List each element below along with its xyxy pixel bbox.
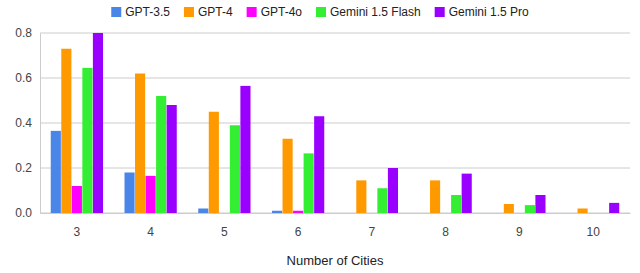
bar	[535, 195, 545, 213]
x-tick: 4	[147, 213, 154, 239]
y-tick: 0.8	[15, 26, 40, 40]
legend-item: GPT-4o	[247, 5, 303, 19]
x-tick-label: 8	[442, 225, 449, 239]
x-axis-line	[41, 213, 631, 214]
bar	[609, 203, 619, 213]
bar	[283, 139, 293, 213]
bar	[198, 209, 208, 214]
grid-line	[40, 33, 630, 34]
bar	[240, 86, 250, 213]
bars	[51, 33, 620, 213]
series	[72, 176, 303, 213]
legend-swatch	[316, 7, 326, 17]
x-axis: 3 4 5 6 7 8 9 10	[41, 213, 631, 239]
legend-item: Gemini 1.5 Pro	[435, 5, 529, 19]
legend-label: GPT-4o	[261, 5, 303, 19]
bar	[388, 168, 398, 213]
x-axis-title: Number of Cities	[287, 253, 384, 268]
bar	[72, 186, 82, 213]
x-tick-label: 4	[147, 225, 154, 239]
bar	[167, 105, 177, 213]
x-tick-label: 5	[221, 225, 228, 239]
grid	[40, 33, 630, 213]
bar	[209, 112, 219, 213]
bar	[156, 96, 166, 213]
series	[82, 68, 535, 213]
bar	[377, 188, 387, 213]
x-tick: 6	[295, 213, 302, 239]
bar	[419, 213, 429, 214]
x-tick-label: 6	[295, 225, 302, 239]
chart: 0.0 0.2 0.4 0.6 0.8 3 4 5 6 7 8 9 10 Number of Cities…	[0, 0, 640, 273]
legend-swatch	[435, 7, 445, 17]
x-tick-label: 3	[74, 225, 81, 239]
y-tick-label: 0.8	[15, 26, 32, 40]
bar	[293, 211, 303, 213]
grid-line	[40, 78, 630, 79]
legend-label: Gemini 1.5 Pro	[449, 5, 529, 19]
x-tick: 9	[516, 213, 523, 239]
x-tick: 8	[442, 213, 449, 239]
bar	[93, 33, 103, 213]
series	[93, 33, 619, 213]
bar	[146, 176, 156, 213]
bar	[304, 153, 314, 213]
x-tick: 10	[586, 213, 600, 239]
y-tick: 0.0	[15, 206, 40, 220]
x-tick: 5	[221, 213, 228, 239]
x-tick-label: 10	[586, 225, 600, 239]
y-tick-label: 0.2	[15, 161, 32, 175]
bar	[462, 174, 472, 213]
x-tick-label: 7	[369, 225, 376, 239]
bar	[124, 173, 134, 214]
legend-item: Gemini 1.5 Flash	[316, 5, 421, 19]
bar	[525, 205, 535, 213]
bar	[588, 213, 598, 214]
series	[61, 49, 587, 213]
legend-label: GPT-3.5	[125, 5, 170, 19]
bar	[430, 180, 440, 213]
bar	[441, 213, 451, 214]
legend-item: GPT-4	[184, 5, 233, 19]
y-tick: 0.6	[15, 71, 40, 85]
bar	[504, 204, 514, 213]
y-tick-label: 0.6	[15, 71, 32, 85]
bar	[346, 213, 356, 214]
bar	[219, 213, 229, 214]
bar	[356, 180, 366, 213]
legend-swatch	[247, 7, 257, 17]
bar	[367, 213, 377, 214]
y-tick-label: 0.0	[15, 206, 32, 220]
legend-label: Gemini 1.5 Flash	[330, 5, 421, 19]
y-tick-label: 0.4	[15, 116, 32, 130]
bar	[493, 213, 503, 214]
bar	[272, 211, 282, 213]
x-tick-label: 9	[516, 225, 523, 239]
y-axis: 0.0 0.2 0.4 0.6 0.8	[15, 26, 40, 220]
legend: GPT-3.5 GPT-4 GPT-4o Gemini 1.5 Flash Gemini…	[111, 5, 529, 19]
grid-line	[40, 123, 630, 124]
bar	[451, 195, 461, 213]
legend-label: GPT-4	[198, 5, 233, 19]
legend-item: GPT-3.5	[111, 5, 170, 19]
bar	[599, 213, 609, 214]
y-tick: 0.4	[15, 116, 40, 130]
bar	[514, 213, 524, 214]
x-tick: 7	[369, 213, 376, 239]
y-axis-line	[40, 34, 41, 214]
legend-swatch	[184, 7, 194, 17]
bar	[314, 116, 324, 213]
bar	[567, 213, 577, 214]
bar	[578, 209, 588, 214]
legend-swatch	[111, 7, 121, 17]
bar	[61, 49, 71, 213]
y-tick: 0.2	[15, 161, 40, 175]
x-tick: 3	[74, 213, 81, 239]
bar	[51, 131, 61, 213]
bar	[135, 74, 145, 214]
bar	[82, 68, 92, 213]
bar	[230, 125, 240, 213]
grid-line	[40, 168, 630, 169]
